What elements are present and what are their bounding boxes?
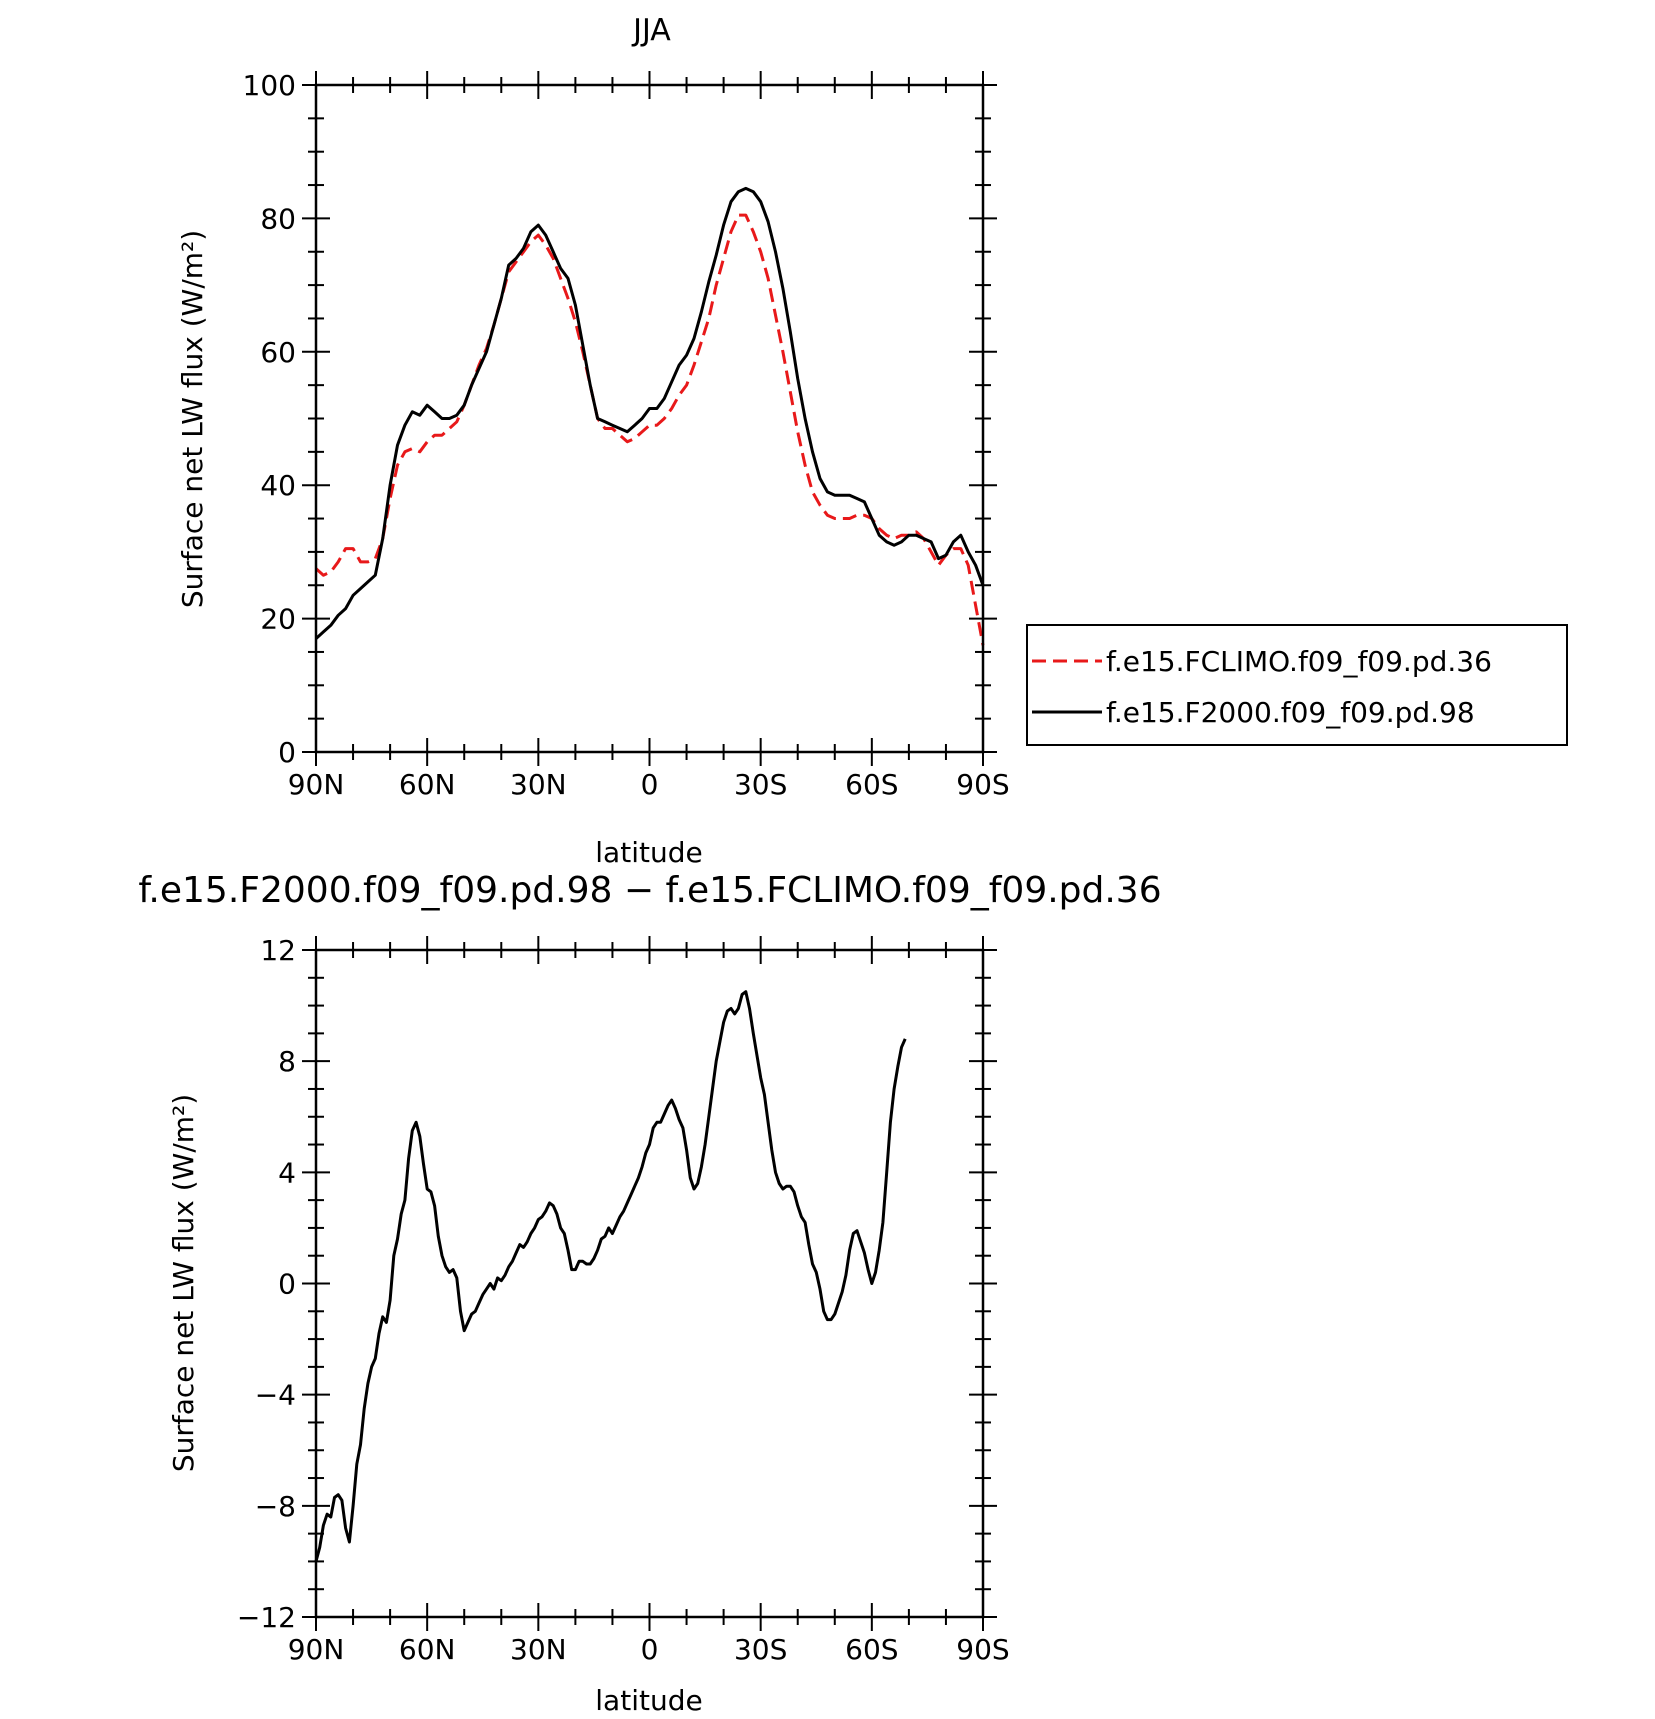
top-plot-frame [314, 83, 985, 754]
bottom-x-tick-label: 30S [734, 1633, 787, 1666]
top-x-tick-label: 30N [510, 768, 567, 801]
top-y-tick-label: 20 [260, 603, 296, 636]
top-y-tick-label: 40 [260, 469, 296, 502]
top-y-tick-label: 80 [260, 202, 296, 235]
top-series-layer [314, 186, 985, 646]
top-y-tick-label: 0 [278, 736, 296, 769]
top-x-tick-label: 60S [845, 768, 898, 801]
bottom-y-tick-label: 12 [260, 934, 296, 967]
legend-label-fclimo: f.e15.FCLIMO.f09_f09.pd.36 [1106, 645, 1492, 678]
top-axes: 90N 60N 30N 0 30S 60S 90S 0 20 40 60 80 100 [243, 69, 1010, 801]
top-chart-title: JJA [631, 13, 671, 48]
bottom-x-axis-label: latitude [595, 1684, 702, 1717]
legend-box [1026, 624, 1568, 746]
top-x-tick-label: 90S [956, 768, 1009, 801]
top-x-tick-label: 90N [288, 768, 345, 801]
top-y-tick-label: 60 [260, 336, 296, 369]
bottom-x-tick-label: 30N [510, 1633, 567, 1666]
bottom-x-tick-label: 60N [399, 1633, 456, 1666]
bottom-y-tick-label: 4 [278, 1156, 296, 1189]
bottom-y-tick-label: −8 [255, 1490, 296, 1523]
legend-label-f2000: f.e15.F2000.f09_f09.pd.98 [1106, 696, 1475, 729]
top-y-axis-label: Surface net LW flux (W/m²) [176, 230, 209, 608]
top-x-tick-label: 0 [641, 768, 659, 801]
bottom-y-tick-label: 0 [278, 1268, 296, 1301]
bottom-x-tick-label: 0 [641, 1633, 659, 1666]
top-series-line-0 [315, 213, 985, 646]
bottom-series-layer [314, 990, 907, 1562]
top-x-tick-label: 30S [734, 768, 787, 801]
top-x-axis-label: latitude [595, 836, 702, 869]
bottom-x-tick-label: 90N [288, 1633, 345, 1666]
top-series-line-1 [314, 186, 985, 640]
top-y-tick-label: 100 [243, 69, 296, 102]
bottom-y-axis-label: Surface net LW flux (W/m²) [167, 1094, 200, 1472]
bottom-chart-title: f.e15.F2000.f09_f09.pd.98 − f.e15.FCLIMO… [138, 870, 1161, 911]
bottom-plot-frame [314, 948, 985, 1619]
legend: f.e15.FCLIMO.f09_f09.pd.36 f.e15.F2000.f… [1026, 624, 1568, 746]
bottom-axes: 90N 60N 30N 0 30S 60S 90S −12 −8 −4 0 4 8 12 [237, 934, 1010, 1666]
bottom-panel: f.e15.F2000.f09_f09.pd.98 − f.e15.FCLIMO… [138, 870, 1161, 1717]
bottom-y-tick-label: −4 [255, 1379, 296, 1412]
bottom-x-tick-label: 90S [956, 1633, 1009, 1666]
bottom-y-tick-label: 8 [278, 1045, 296, 1078]
top-panel: JJA 90N 60N 30N 0 30S 60S 90S 0 20 40 60 80 100 lati… [176, 13, 1568, 869]
top-x-tick-label: 60N [399, 768, 456, 801]
bottom-y-tick-label: −12 [237, 1601, 296, 1634]
bottom-x-tick-label: 60S [845, 1633, 898, 1666]
bottom-series-line-0 [314, 990, 907, 1562]
